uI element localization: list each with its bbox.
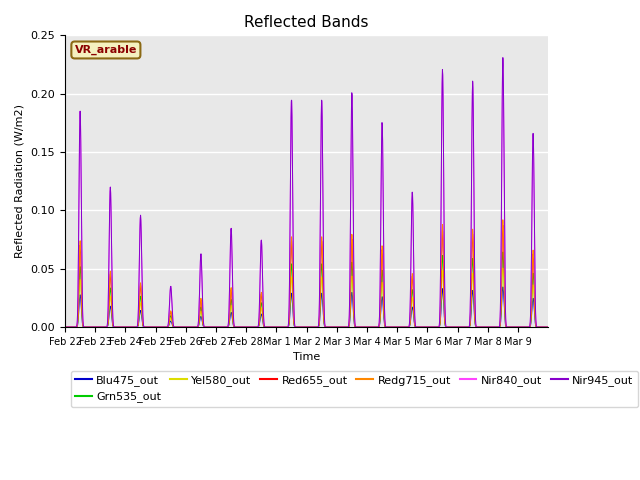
Grn535_out <box>61 324 69 330</box>
Nir945_out <box>545 324 552 330</box>
Red655_out <box>538 324 546 330</box>
Red655_out <box>294 324 301 330</box>
Nir945_out <box>420 324 428 330</box>
Redg715_out <box>61 324 69 330</box>
Line: Red655_out: Red655_out <box>65 225 548 327</box>
Yel580_out <box>294 324 301 330</box>
Red655_out <box>284 324 292 330</box>
Nir840_out <box>61 324 69 330</box>
Nir945_out <box>137 212 145 218</box>
Grn535_out <box>420 324 428 330</box>
Red655_out <box>545 324 552 330</box>
Nir840_out <box>294 324 301 330</box>
Line: Yel580_out: Yel580_out <box>65 268 548 327</box>
Redg715_out <box>538 324 546 330</box>
Grn535_out <box>545 324 552 330</box>
Line: Nir945_out: Nir945_out <box>65 58 548 327</box>
Blu475_out <box>545 324 552 330</box>
Yel580_out <box>499 265 507 271</box>
Yel580_out <box>538 324 546 330</box>
Text: VR_arable: VR_arable <box>75 45 137 55</box>
Line: Nir840_out: Nir840_out <box>65 59 548 327</box>
Blu475_out <box>420 324 428 330</box>
Blu475_out <box>284 324 292 330</box>
Redg715_out <box>545 324 552 330</box>
Blu475_out <box>491 324 499 330</box>
Redg715_out <box>491 324 499 330</box>
Grn535_out <box>499 249 507 255</box>
Nir840_out <box>137 214 145 219</box>
Nir840_out <box>491 324 499 330</box>
Blu475_out <box>499 284 507 290</box>
Y-axis label: Reflected Radiation (W/m2): Reflected Radiation (W/m2) <box>15 104 25 258</box>
Yel580_out <box>491 324 499 330</box>
Nir840_out <box>420 324 428 330</box>
Nir945_out <box>284 323 292 329</box>
Nir840_out <box>545 324 552 330</box>
Nir840_out <box>499 56 507 61</box>
Nir945_out <box>499 55 507 60</box>
Redg715_out <box>137 280 145 286</box>
Grn535_out <box>491 324 499 330</box>
Redg715_out <box>499 217 507 223</box>
Red655_out <box>420 324 428 330</box>
Nir840_out <box>284 323 292 329</box>
Title: Reflected Bands: Reflected Bands <box>244 15 369 30</box>
Nir945_out <box>491 324 499 330</box>
Line: Grn535_out: Grn535_out <box>65 252 548 327</box>
Nir945_out <box>538 324 546 330</box>
Red655_out <box>499 222 507 228</box>
Grn535_out <box>294 324 301 330</box>
Redg715_out <box>420 324 428 330</box>
Yel580_out <box>420 324 428 330</box>
Yel580_out <box>61 324 69 330</box>
Blu475_out <box>538 324 546 330</box>
Yel580_out <box>545 324 552 330</box>
Nir945_out <box>294 324 301 330</box>
Red655_out <box>491 324 499 330</box>
Red655_out <box>137 282 145 288</box>
Grn535_out <box>284 324 292 330</box>
Grn535_out <box>538 324 546 330</box>
Yel580_out <box>284 324 292 330</box>
Nir840_out <box>538 324 546 330</box>
Redg715_out <box>294 324 301 330</box>
Redg715_out <box>284 324 292 330</box>
Blu475_out <box>61 324 69 330</box>
Nir945_out <box>61 324 69 330</box>
Line: Blu475_out: Blu475_out <box>65 287 548 327</box>
Blu475_out <box>294 324 301 330</box>
Line: Redg715_out: Redg715_out <box>65 220 548 327</box>
Yel580_out <box>137 300 145 306</box>
Red655_out <box>61 324 69 330</box>
Legend: Blu475_out, Grn535_out, Yel580_out, Red655_out, Redg715_out, Nir840_out, Nir945_: Blu475_out, Grn535_out, Yel580_out, Red6… <box>70 371 638 407</box>
X-axis label: Time: Time <box>293 352 320 362</box>
Blu475_out <box>137 308 145 313</box>
Grn535_out <box>137 293 145 299</box>
